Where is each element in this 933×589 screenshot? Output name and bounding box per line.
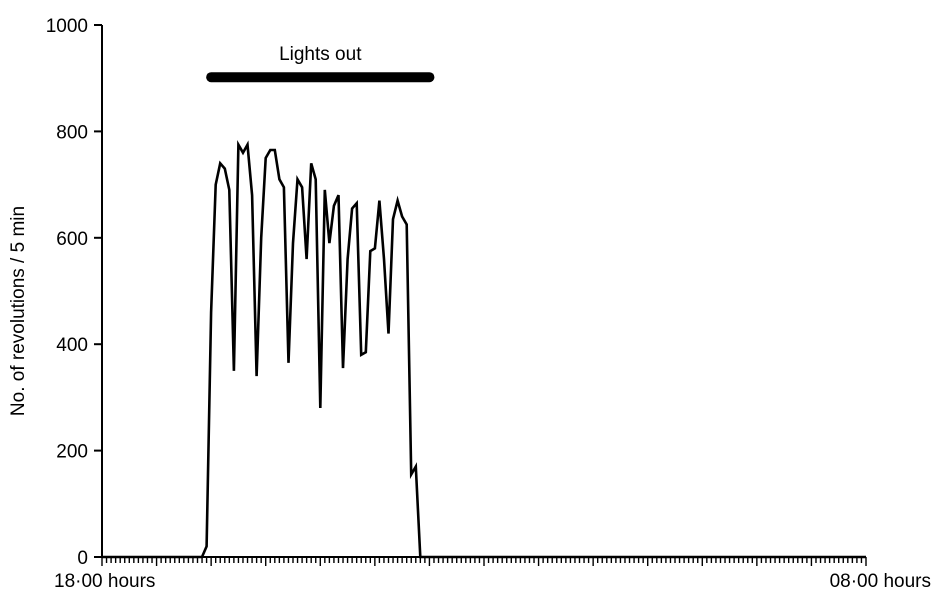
y-axis-title: No. of revolutions / 5 min	[8, 206, 29, 416]
series-group	[102, 139, 866, 559]
y-tick-label: 0	[77, 548, 88, 569]
y-tick-label: 200	[56, 442, 88, 463]
y-tick-label: 400	[56, 335, 88, 356]
y-tick-label: 800	[56, 122, 88, 143]
lights-out-annotation: Lights out	[206, 44, 435, 83]
y-tick-label: 600	[56, 229, 88, 250]
y-tick-label: 1000	[46, 16, 88, 37]
x-axis	[101, 556, 867, 566]
lights-out-label: Lights out	[279, 44, 362, 65]
y-axis: 0 200 400 600 800 1000	[46, 16, 103, 569]
x-start-label: 18·00 hours	[54, 571, 155, 589]
x-end-label: 08·00 hours	[830, 571, 931, 589]
series-line	[102, 139, 866, 559]
